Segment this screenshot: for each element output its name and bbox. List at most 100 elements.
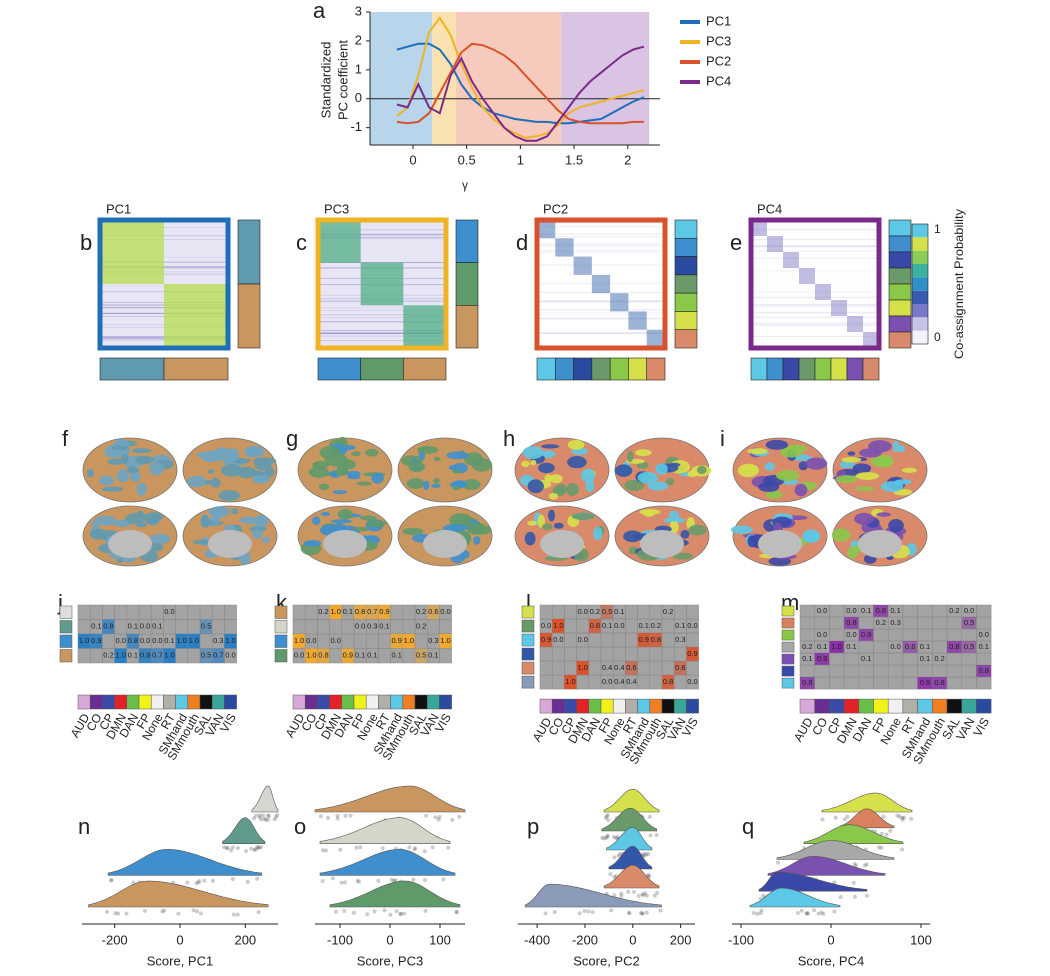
cloud-dot [606, 817, 611, 822]
cloud-dot [365, 912, 370, 917]
module-bottom [628, 357, 648, 381]
x-axis-label: γ [462, 178, 468, 192]
cloud-dot [266, 813, 271, 818]
cell-fill [947, 641, 962, 654]
row-swatch [781, 641, 795, 653]
cloud-dot [776, 860, 781, 865]
cloud-dot [274, 814, 279, 819]
brain-patch [337, 509, 353, 520]
cell-value: 0.1 [379, 622, 389, 631]
brain-patch [332, 490, 348, 495]
panel-label: h [503, 426, 515, 451]
cloud-dot [430, 845, 435, 850]
y-tick-label: 2 [355, 32, 362, 47]
cloud [601, 807, 657, 832]
cloud-dot [543, 911, 548, 916]
panel-label: p [527, 814, 539, 839]
x-axis-label: Score, PC1 [147, 953, 213, 968]
panel-label: i [720, 426, 725, 451]
cloud-dot [142, 908, 147, 913]
cloud-dot [643, 853, 648, 858]
cell-value: 0.9 [140, 651, 150, 660]
cloud-dot [229, 848, 234, 853]
community-swatch [365, 694, 379, 710]
cell-value: 0.0 [979, 630, 989, 639]
cell-value: 0.5 [201, 651, 211, 660]
cloud-dot [852, 894, 857, 899]
cloud [606, 826, 653, 851]
cell-fill [175, 634, 188, 649]
brain-patch [318, 483, 330, 491]
cell-value: 0.2 [949, 606, 959, 615]
cloud-dot [423, 878, 428, 883]
cloud-dot [348, 813, 353, 818]
cloud-dot [612, 893, 617, 898]
cell-fill [844, 617, 859, 630]
cell-value: 0.0 [355, 622, 365, 631]
cell-value: 0.3 [675, 635, 685, 644]
module-bottom [798, 357, 816, 381]
x-tick-label: 2 [624, 152, 631, 167]
community-swatch [829, 698, 845, 714]
brain-patch [150, 542, 164, 552]
community-swatch [564, 698, 577, 714]
cloud-dot [655, 890, 660, 895]
cell-value: 0.9 [541, 635, 551, 644]
brain-patch [347, 474, 361, 480]
cloud-dot [804, 911, 809, 916]
brain-patch [553, 522, 564, 529]
cell-value: 0.1 [343, 607, 353, 616]
legend-label: PC1 [706, 13, 731, 28]
brain-patch [366, 519, 387, 528]
brain-patch [330, 519, 353, 524]
brain-patch [544, 474, 553, 483]
cloud-dot [648, 833, 653, 838]
cloud-dot [235, 912, 240, 917]
cell-value: 1.0 [294, 636, 304, 645]
brain-patch [593, 526, 603, 541]
brain-patch [252, 475, 271, 484]
cloud-dot [832, 909, 837, 914]
cell-value: 0.0 [440, 607, 450, 616]
cloud-dot [611, 834, 616, 839]
brain-patch [308, 466, 329, 478]
cloud-dot [259, 817, 264, 822]
cloud-dot [909, 816, 914, 821]
cloud-dot [160, 909, 165, 914]
brain-patch [867, 440, 892, 453]
cloud [821, 792, 913, 813]
cloud-dot [805, 911, 810, 916]
module-side [674, 256, 698, 276]
module-bottom [750, 357, 768, 381]
cloud-dot [636, 893, 641, 898]
cloud-dot [389, 877, 394, 882]
module-side [888, 331, 912, 349]
community-swatch [946, 698, 962, 714]
matrix-block [555, 238, 574, 257]
brain-patch [541, 444, 560, 449]
module-side [237, 283, 261, 349]
medial-wall [108, 530, 152, 558]
cloud-dot [335, 816, 340, 821]
cell-value: 1.0 [164, 651, 174, 660]
row-swatch [274, 620, 288, 634]
brain-patch [854, 512, 874, 525]
cell-value: 0.1 [675, 621, 685, 630]
cloud-dot [231, 912, 236, 917]
community-swatch [390, 694, 404, 710]
brain-patch [540, 450, 556, 458]
x-tick-label: 0.5 [458, 152, 476, 167]
brain-patch [207, 469, 215, 474]
brain-patch [125, 513, 147, 524]
cell-value: 0.0 [225, 651, 235, 660]
cloud-dot [816, 911, 821, 916]
cell-value: 0.8 [979, 666, 989, 675]
cloud-dot [761, 893, 766, 898]
cloud-dot [109, 878, 114, 883]
series-line [396, 45, 645, 142]
brain-patch [251, 529, 263, 539]
brain-patch [876, 512, 891, 517]
cell-fill [354, 605, 367, 620]
cell-value: 0.9 [638, 635, 648, 644]
cell-value: 0.4 [614, 663, 624, 672]
